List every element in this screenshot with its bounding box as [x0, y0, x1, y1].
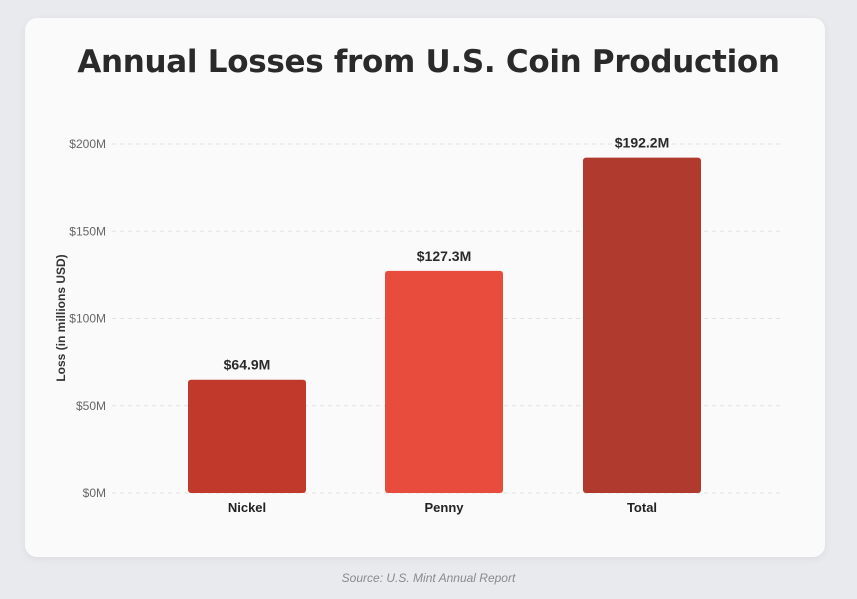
x-tick-label: Penny — [424, 500, 464, 515]
data-label: $127.3M — [417, 248, 471, 264]
y-tick-label: $100M — [69, 312, 106, 326]
x-tick-label: Total — [627, 500, 657, 515]
data-label: $192.2M — [615, 135, 669, 151]
bar-total — [583, 157, 701, 493]
data-label: $64.9M — [224, 357, 271, 373]
source-note: Source: U.S. Mint Annual Report — [341, 571, 516, 585]
y-tick-label: $200M — [69, 137, 106, 151]
bar-nickel — [188, 379, 306, 493]
x-tick-label: Nickel — [228, 500, 266, 515]
y-tick-label: $50M — [76, 399, 106, 413]
y-axis-label: Loss (in millions USD) — [54, 254, 68, 381]
bar-penny — [385, 270, 503, 493]
chart-title: Annual Losses from U.S. Coin Production — [77, 44, 780, 80]
y-tick-label: $0M — [83, 486, 106, 500]
y-tick-label: $150M — [69, 224, 106, 238]
